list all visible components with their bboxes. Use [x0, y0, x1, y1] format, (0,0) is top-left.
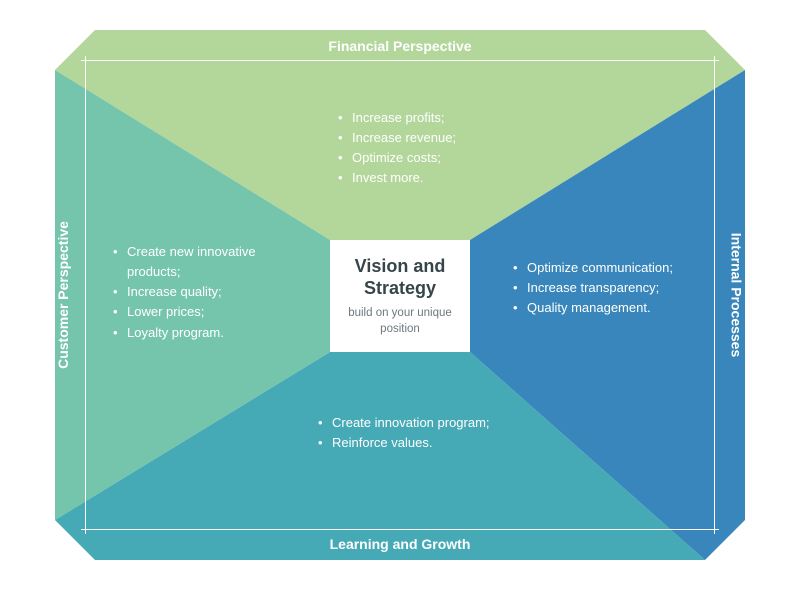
section-label-top: Financial Perspective	[328, 38, 471, 54]
section-left-bullets: Create new innovative products;Increase …	[113, 242, 293, 343]
bullet-item: Create new innovative products;	[113, 242, 293, 282]
border-line-top	[81, 60, 719, 61]
section-right-bullets: Optimize communication;Increase transpar…	[513, 258, 713, 318]
bullet-item: Increase quality;	[113, 282, 293, 302]
bullet-item: Increase profits;	[338, 108, 508, 128]
bullet-item: Optimize costs;	[338, 148, 508, 168]
border-line-right	[714, 56, 715, 534]
section-top-bullets: Increase profits;Increase revenue;Optimi…	[338, 108, 508, 189]
border-line-left	[85, 56, 86, 534]
bullet-item: Optimize communication;	[513, 258, 713, 278]
bullet-item: Create innovation program;	[318, 413, 538, 433]
bullet-item: Increase transparency;	[513, 278, 713, 298]
section-label-left: Customer Perspective	[55, 221, 71, 369]
bullet-item: Reinforce values.	[318, 433, 538, 453]
section-label-right: Internal Processes	[729, 233, 745, 358]
bullet-item: Loyalty program.	[113, 323, 293, 343]
center-title: Vision and Strategy	[340, 255, 460, 300]
bullet-item: Lower prices;	[113, 302, 293, 322]
border-line-bottom	[81, 529, 719, 530]
bullet-item: Quality management.	[513, 298, 713, 318]
center-box: Vision and Strategy build on your unique…	[330, 240, 470, 352]
balanced-scorecard-diagram: Financial Perspective Learning and Growt…	[55, 30, 745, 560]
bullet-item: Increase revenue;	[338, 128, 508, 148]
center-subtitle: build on your unique position	[340, 306, 460, 337]
bullet-item: Invest more.	[338, 168, 508, 188]
section-label-bottom: Learning and Growth	[330, 536, 471, 552]
section-bottom-bullets: Create innovation program;Reinforce valu…	[318, 413, 538, 453]
